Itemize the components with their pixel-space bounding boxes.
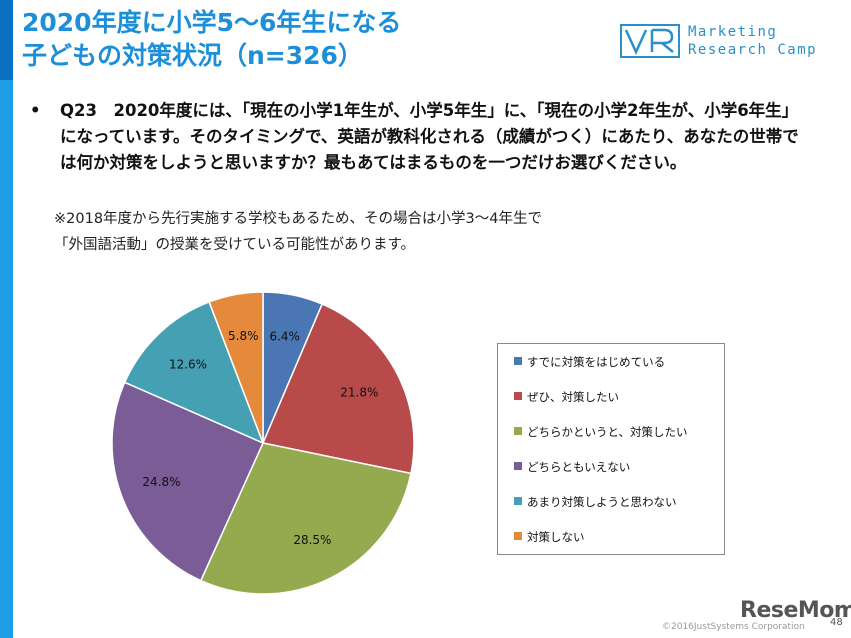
legend-item-5: あまり対策しようと思わない: [514, 494, 677, 510]
pie-slice-2: [261, 303, 415, 475]
legend-swatch-2: [514, 392, 522, 400]
note-line-2: 「外国語活動」の授業を受けている可能性があります。: [54, 237, 416, 253]
pie-data-label-6: 5.8%: [228, 329, 259, 343]
chart-legend: すでに対策をはじめている ぜひ、対策したいどちらかというと、対策したい どちらともい…: [497, 343, 725, 555]
legend-item-2: ぜひ、対策したい: [514, 389, 619, 405]
question-text: Q23 2020年度には、「現在の小学1年生が、小学5年生」に、「現在の小学2年…: [60, 101, 799, 172]
pie-data-label-4: 24.8%: [142, 475, 180, 489]
logo-line-1: Marketing: [688, 24, 778, 40]
pie-slice-5: [123, 300, 265, 445]
resemom-watermark: ReseMom: [740, 598, 851, 623]
pie-data-label-5: 12.6%: [169, 357, 207, 371]
legend-item-4: どちらともいえない: [514, 459, 630, 475]
pie-slice-4: [111, 381, 264, 582]
legend-label-3: どちらかというと、対策したい: [527, 425, 688, 439]
logo-line-2: Research Camp: [688, 42, 818, 58]
note: ※2018年度から先行実施する学校もあるため、その場合は小学3～4年生で 「外国…: [54, 206, 774, 258]
copyright-text: ©2016JustSystems Corporation: [662, 622, 805, 632]
logo: Marketing Research Camp: [620, 22, 845, 64]
question-block: • Q23 2020年度には、「現在の小学1年生が、小学5年生」に、「現在の小学…: [30, 98, 800, 176]
legend-label-1: すでに対策をはじめている: [527, 355, 666, 369]
left-accent-bar-top: [0, 0, 13, 80]
pie-slice-3: [199, 442, 412, 595]
marketing-research-camp-logo-icon: [620, 24, 680, 58]
legend-item-6: 対策しない: [514, 529, 585, 545]
legend-swatch-6: [514, 532, 522, 540]
legend-label-5: あまり対策しようと思わない: [527, 495, 677, 509]
legend-item-3: どちらかというと、対策したい: [514, 424, 688, 440]
legend-swatch-5: [514, 497, 522, 505]
logo-text: Marketing Research Camp: [688, 23, 817, 59]
pie-slice-6: [208, 291, 264, 444]
legend-label-4: どちらともいえない: [527, 460, 631, 474]
title-line-1: 2020年度に小学5～6年生になる: [22, 8, 402, 37]
title-line-2: 子どもの対策状況（n=326）: [22, 41, 363, 70]
slide-title: 2020年度に小学5～6年生になる 子どもの対策状況（n=326）: [22, 6, 582, 72]
legend-swatch-3: [514, 427, 522, 435]
legend-swatch-4: [514, 462, 522, 470]
pie-data-label-1: 6.4%: [269, 329, 300, 343]
page-number: 48: [830, 617, 843, 628]
legend-label-6: 対策しない: [527, 530, 585, 544]
left-accent-bar: [0, 0, 13, 638]
pie-data-label-3: 28.5%: [293, 533, 331, 547]
legend-label-2: ぜひ、対策したい: [527, 390, 619, 404]
legend-swatch-1: [514, 357, 522, 365]
pie-data-label-2: 21.8%: [340, 386, 378, 400]
legend-item-1: すでに対策をはじめている: [514, 354, 665, 370]
bullet: •: [30, 101, 41, 120]
note-line-1: ※2018年度から先行実施する学校もあるため、その場合は小学3～4年生で: [54, 211, 542, 227]
